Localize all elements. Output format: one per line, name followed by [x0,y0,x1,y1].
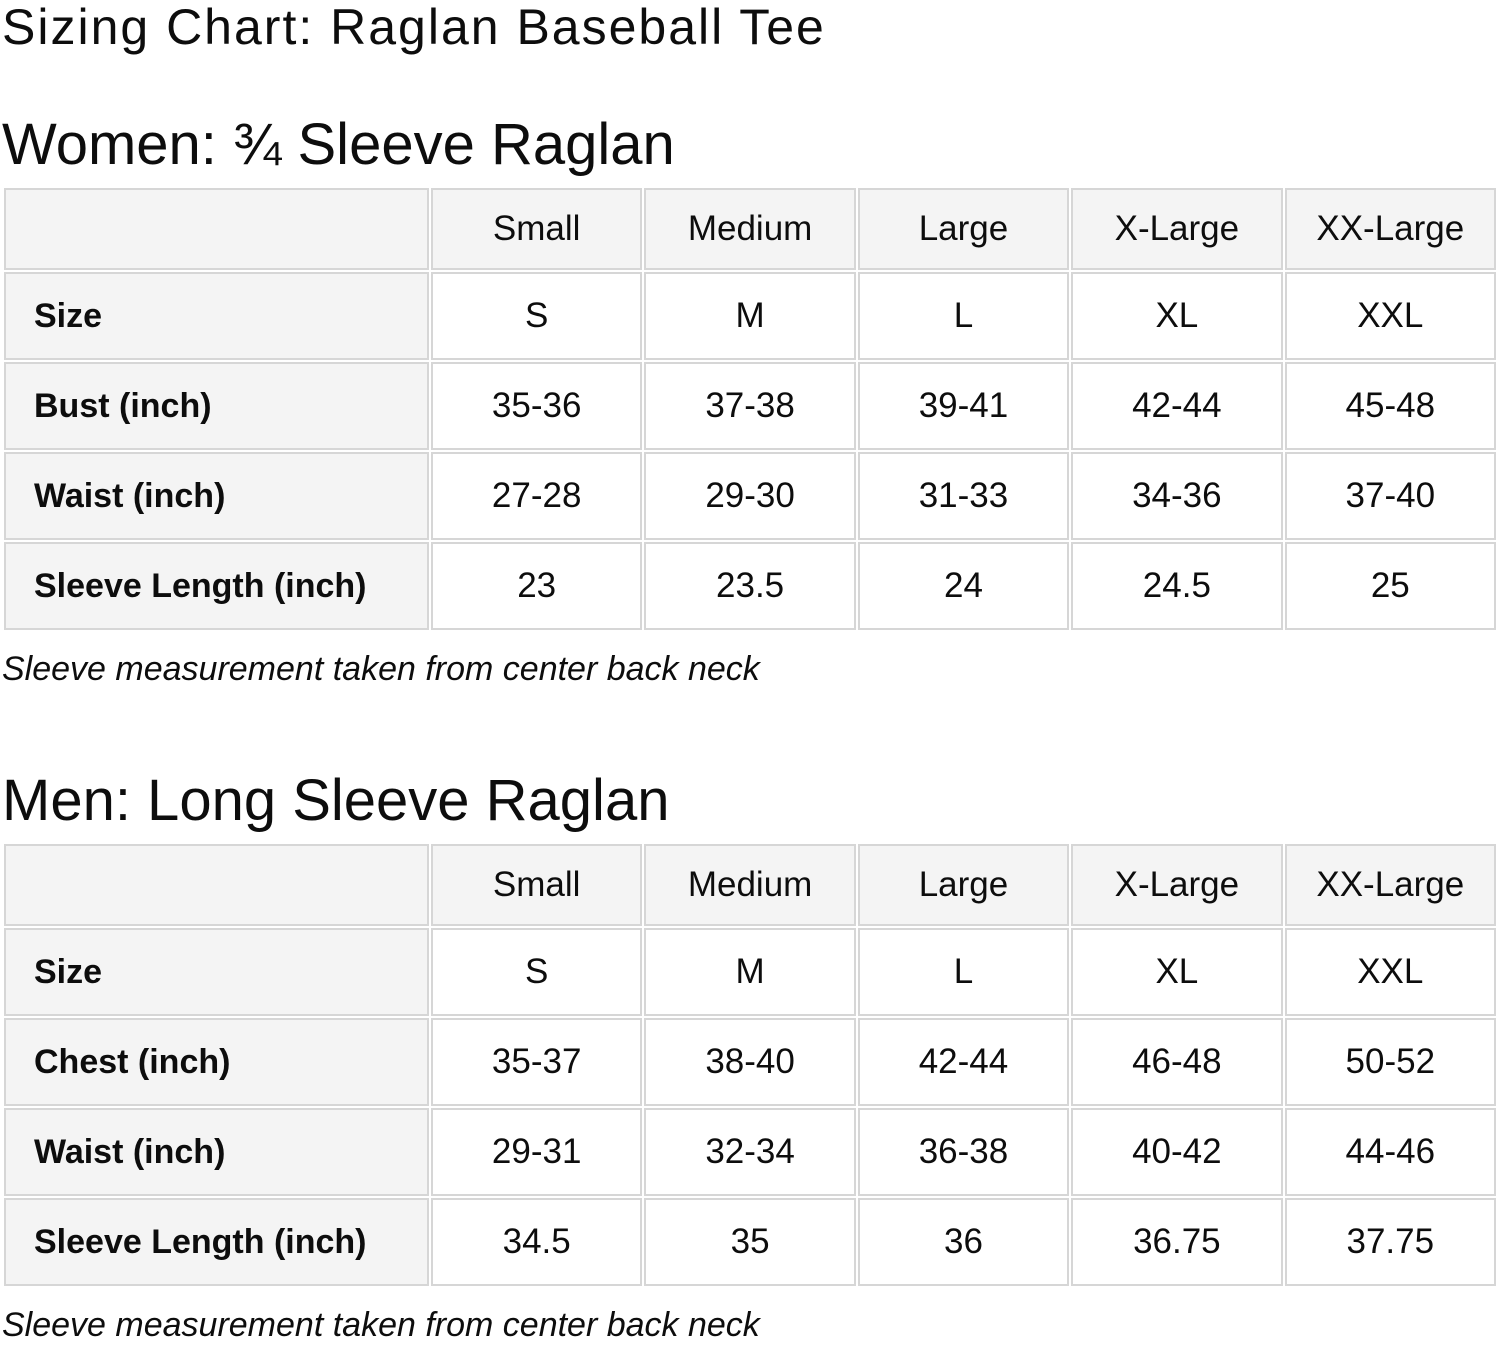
section-heading: Women: ¾ Sleeve Raglan [2,112,675,177]
value-cell: 35 [644,1198,856,1286]
table-header-row: Small Medium Large X-Large XX-Large [4,188,1496,270]
column-header: XX-Large [1284,844,1496,926]
table-row: Size S M L XL XXL [4,928,1496,1016]
sections-container: Women: ¾ Sleeve Raglan Small Medium Large X… [2,116,1498,1346]
value-cell: L [857,928,1070,1016]
column-header: Medium [644,844,856,926]
corner-cell [4,844,429,926]
value-cell: 32-34 [644,1108,856,1196]
row-label: Bust (inch) [4,362,429,450]
column-header: X-Large [1071,188,1283,270]
corner-cell [4,188,429,270]
value-cell: XL [1071,928,1283,1016]
table-row: Waist (inch) 27-28 29-30 31-33 34-36 37-40 [4,452,1496,540]
value-cell: 42-44 [857,1018,1070,1106]
value-cell: XL [1071,272,1283,360]
row-label: Sleeve Length (inch) [4,1198,429,1286]
value-cell: 46-48 [1071,1018,1283,1106]
column-header: Medium [644,188,856,270]
value-cell: 36.75 [1071,1198,1283,1286]
value-cell: 24.5 [1071,542,1283,630]
value-cell: L [857,272,1070,360]
value-cell: XXL [1284,272,1496,360]
value-cell: 39-41 [857,362,1070,450]
row-label: Size [4,272,429,360]
value-cell: 37-40 [1284,452,1496,540]
value-cell: M [644,272,856,360]
value-cell: 34.5 [431,1198,643,1286]
value-cell: S [431,272,643,360]
value-cell: 31-33 [857,452,1070,540]
size-chart-section: Women: ¾ Sleeve Raglan Small Medium Large X… [2,116,1498,690]
value-cell: 36-38 [857,1108,1070,1196]
value-cell: 29-30 [644,452,856,540]
value-cell: 24 [857,542,1070,630]
sizing-table: Small Medium Large X-Large XX-Large Size S M L X… [2,842,1498,1288]
value-cell: 35-36 [431,362,643,450]
sleeve-note: Sleeve measurement taken from center bac… [2,650,760,688]
value-cell: 37-38 [644,362,856,450]
value-cell: 23.5 [644,542,856,630]
value-cell: 27-28 [431,452,643,540]
table-row: Sleeve Length (inch) 23 23.5 24 24.5 25 [4,542,1496,630]
value-cell: 40-42 [1071,1108,1283,1196]
row-label: Sleeve Length (inch) [4,542,429,630]
value-cell: 29-31 [431,1108,643,1196]
table-row: Waist (inch) 29-31 32-34 36-38 40-42 44-46 [4,1108,1496,1196]
value-cell: M [644,928,856,1016]
table-row: Chest (inch) 35-37 38-40 42-44 46-48 50-52 [4,1018,1496,1106]
column-header: Large [857,188,1070,270]
value-cell: XXL [1284,928,1496,1016]
value-cell: 38-40 [644,1018,856,1106]
value-cell: 37.75 [1284,1198,1496,1286]
section-heading: Men: Long Sleeve Raglan [2,768,670,833]
page-title: Sizing Chart: Raglan Baseball Tee [2,0,826,55]
value-cell: 45-48 [1284,362,1496,450]
table-row: Sleeve Length (inch) 34.5 35 36 36.75 37.75 [4,1198,1496,1286]
column-header: Small [431,188,643,270]
value-cell: 36 [857,1198,1070,1286]
value-cell: 23 [431,542,643,630]
row-label: Waist (inch) [4,1108,429,1196]
row-label: Size [4,928,429,1016]
size-chart-section: Men: Long Sleeve Raglan Small Medium Large… [2,772,1498,1346]
value-cell: 50-52 [1284,1018,1496,1106]
value-cell: 42-44 [1071,362,1283,450]
value-cell: 34-36 [1071,452,1283,540]
row-label: Chest (inch) [4,1018,429,1106]
sizing-table: Small Medium Large X-Large XX-Large Size S M L X… [2,186,1498,632]
table-header-row: Small Medium Large X-Large XX-Large [4,844,1496,926]
column-header: XX-Large [1284,188,1496,270]
sleeve-note: Sleeve measurement taken from center bac… [2,1306,760,1344]
table-row: Size S M L XL XXL [4,272,1496,360]
value-cell: 44-46 [1284,1108,1496,1196]
column-header: X-Large [1071,844,1283,926]
column-header: Small [431,844,643,926]
column-header: Large [857,844,1070,926]
value-cell: 35-37 [431,1018,643,1106]
value-cell: S [431,928,643,1016]
row-label: Waist (inch) [4,452,429,540]
value-cell: 25 [1284,542,1496,630]
table-row: Bust (inch) 35-36 37-38 39-41 42-44 45-48 [4,362,1496,450]
